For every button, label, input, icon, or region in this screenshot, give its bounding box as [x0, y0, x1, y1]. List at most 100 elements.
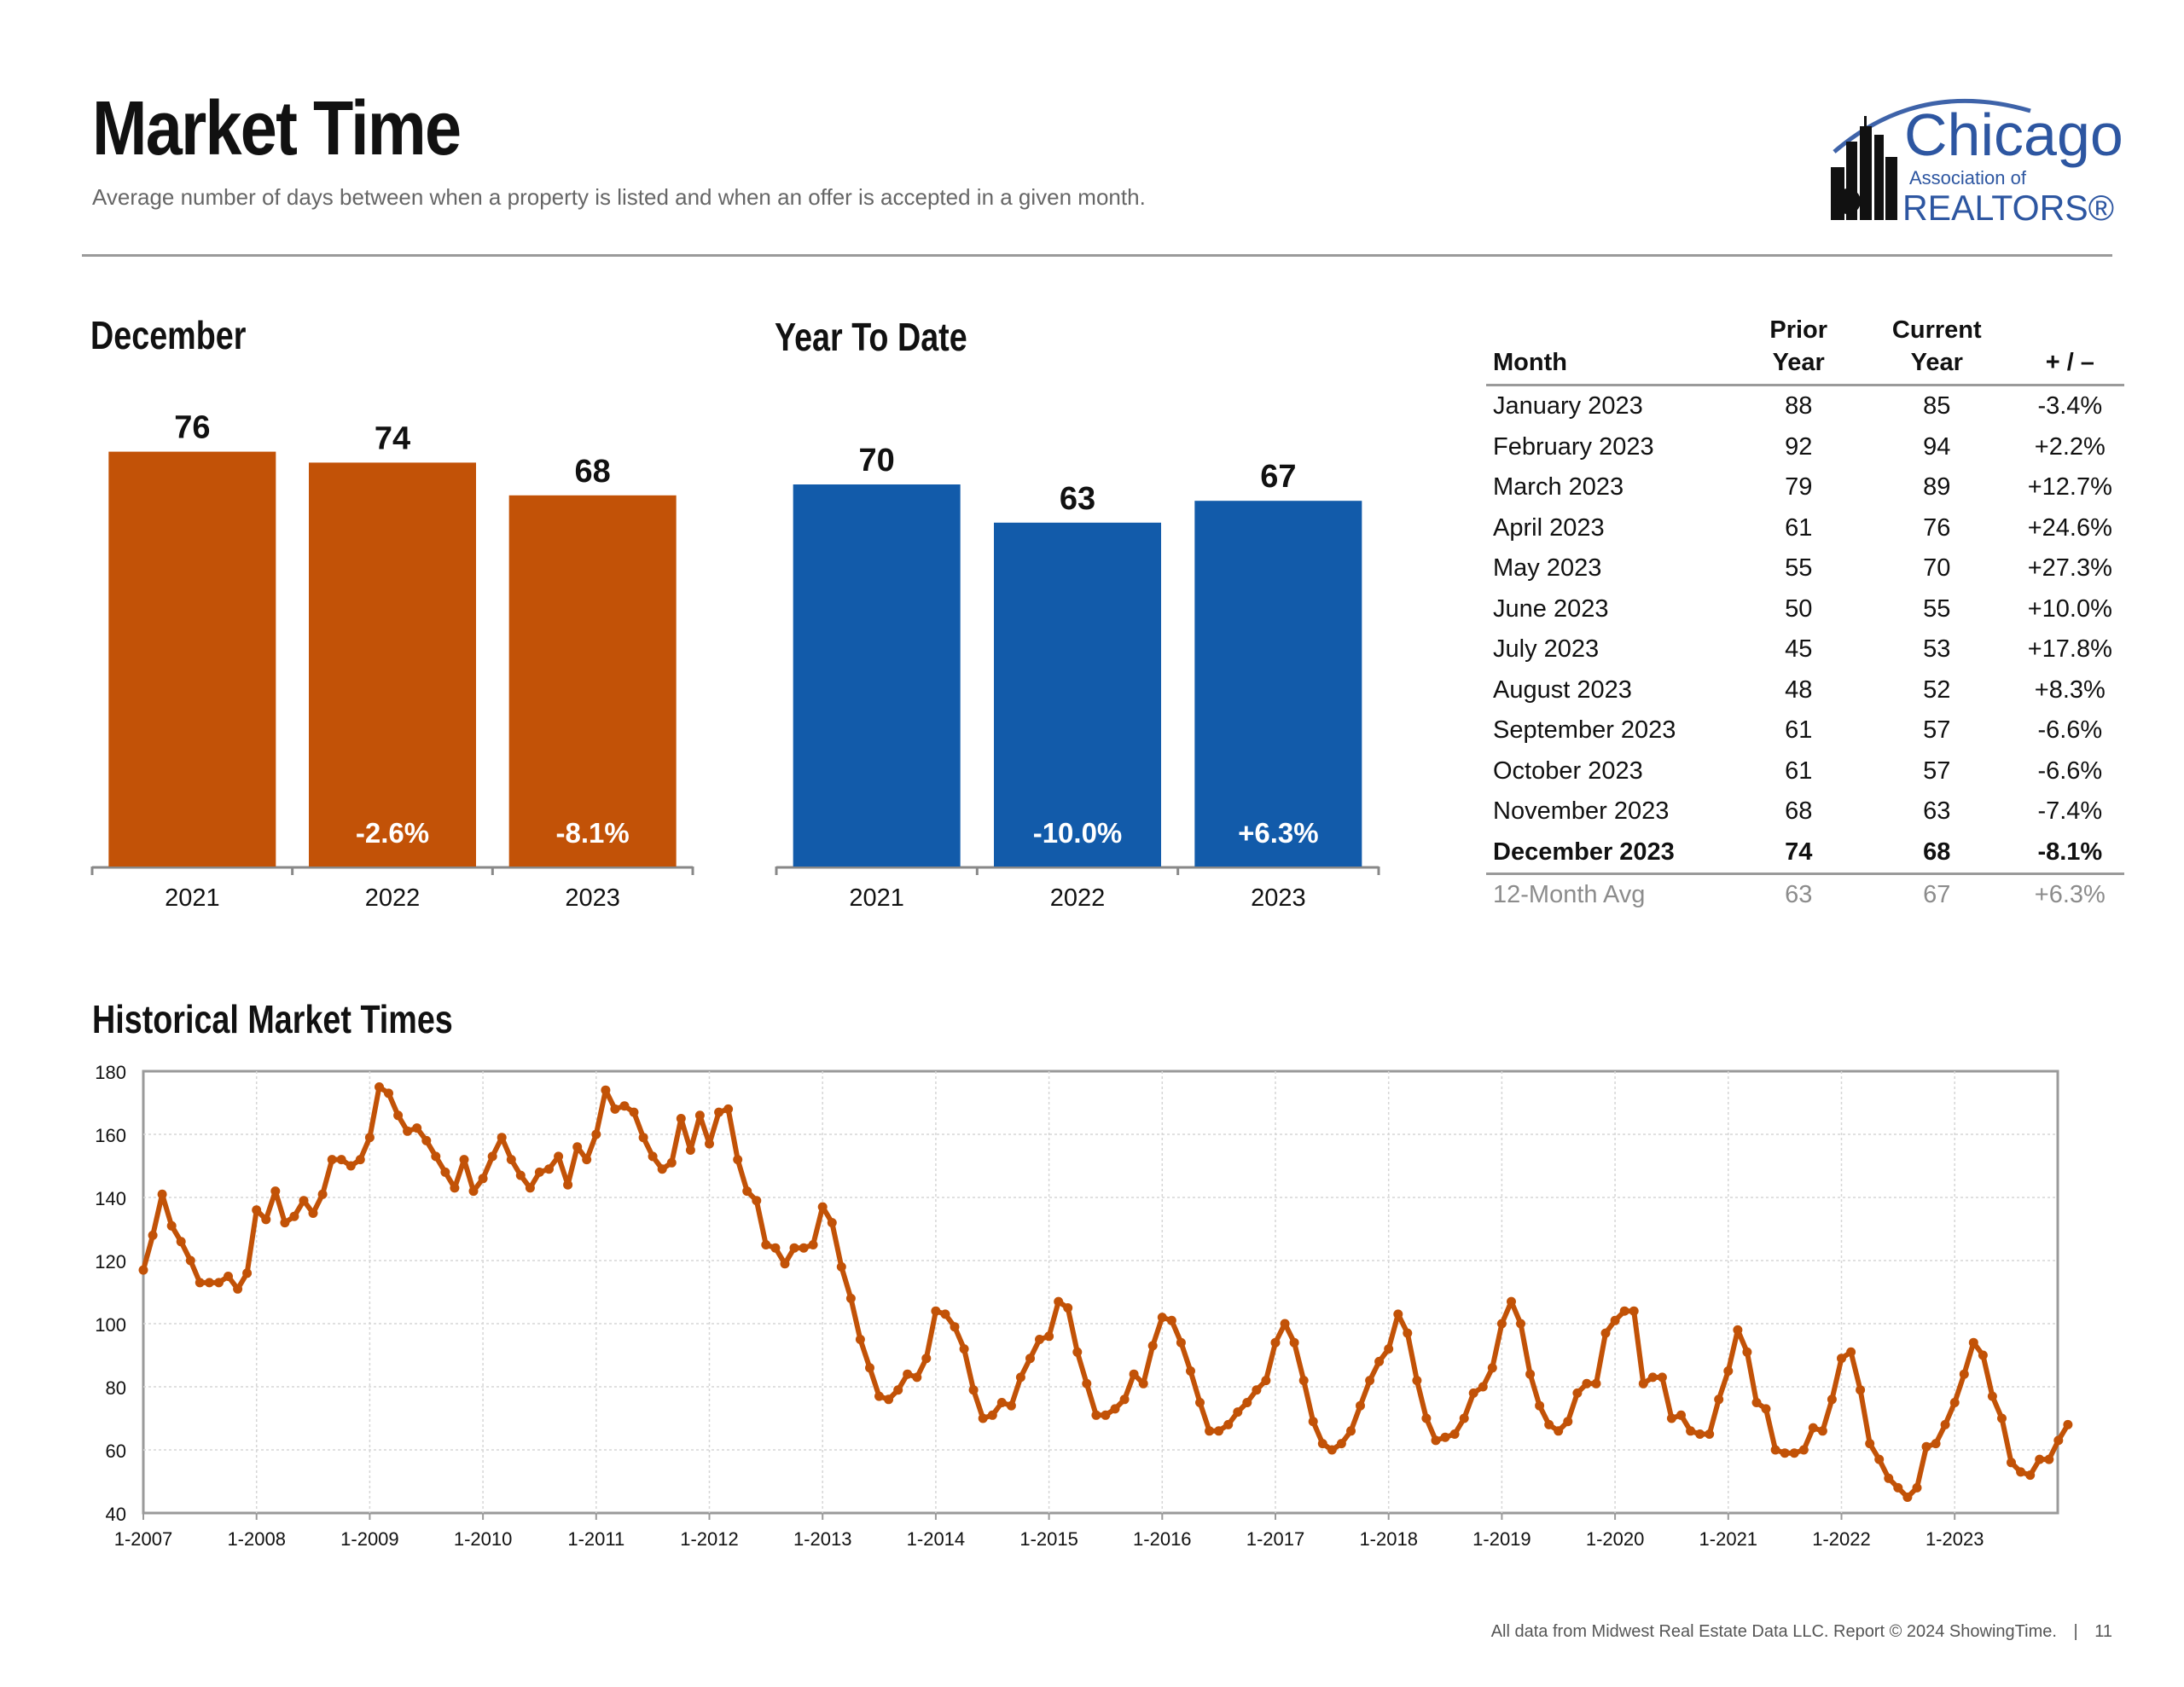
data-point — [336, 1155, 346, 1165]
data-point — [1837, 1354, 1846, 1364]
data-point — [1025, 1354, 1035, 1364]
data-point — [1138, 1378, 1148, 1388]
row-current: 57 — [1923, 757, 1951, 785]
data-point — [996, 1398, 1007, 1407]
ytd-bar-chart: 70 2021 63 -10.0% 2022 67 +6.3% 2023 — [775, 443, 1380, 912]
data-point — [808, 1240, 818, 1249]
row-month: November 2023 — [1493, 797, 1670, 826]
table-row: December 2023 74 68 -8.1% — [1486, 832, 2124, 874]
data-point — [1242, 1398, 1252, 1407]
data-point — [1374, 1356, 1385, 1366]
data-point — [1270, 1337, 1281, 1348]
data-point — [1959, 1369, 1969, 1379]
data-point — [280, 1218, 290, 1228]
table-row: May 2023 55 70 +27.3% — [1486, 548, 2124, 589]
row-month: July 2023 — [1493, 635, 1600, 664]
y-tick-label: 160 — [95, 1125, 126, 1146]
data-point — [1893, 1482, 1903, 1493]
row-change: +27.3% — [2027, 554, 2112, 583]
row-month: February 2023 — [1493, 432, 1654, 461]
data-point — [1742, 1347, 1752, 1357]
data-point — [1186, 1366, 1195, 1376]
data-point — [950, 1322, 960, 1332]
bar-change-label: -2.6% — [356, 817, 429, 849]
data-point — [893, 1385, 903, 1395]
table-row: August 2023 48 52 +8.3% — [1486, 670, 2124, 711]
row-current: 53 — [1923, 635, 1951, 664]
row-prior: 55 — [1785, 554, 1813, 583]
data-point — [1931, 1439, 1941, 1449]
data-point — [1015, 1372, 1025, 1383]
row-change: -3.4% — [2037, 392, 2103, 420]
row-prior: 68 — [1785, 797, 1813, 826]
data-point — [714, 1107, 724, 1117]
data-point — [2053, 1435, 2064, 1446]
x-tick-label: 1-2020 — [1586, 1528, 1645, 1550]
data-point — [2035, 1454, 2045, 1464]
table-row: February 2023 92 94 +2.2% — [1486, 427, 2124, 468]
x-tick-label: 1-2007 — [114, 1528, 173, 1550]
data-point — [1600, 1328, 1611, 1338]
data-point — [752, 1196, 762, 1206]
y-tick-label: 80 — [106, 1377, 126, 1399]
page-footer: All data from Midwest Real Estate Data L… — [1491, 1622, 2112, 1642]
data-point — [1487, 1363, 1497, 1373]
y-tick-label: 140 — [95, 1188, 126, 1209]
data-point — [1129, 1369, 1139, 1379]
data-point — [1412, 1376, 1422, 1386]
table-row: October 2023 61 57 -6.6% — [1486, 751, 2124, 792]
data-point — [827, 1218, 837, 1228]
bar — [994, 522, 1161, 867]
data-point — [1336, 1439, 1346, 1449]
data-point — [2025, 1470, 2036, 1481]
row-current: 85 — [1923, 392, 1951, 420]
data-point — [1525, 1369, 1536, 1379]
page-title: Market Time — [92, 86, 462, 171]
data-point — [733, 1155, 743, 1165]
data-point — [601, 1085, 611, 1095]
row-change: +8.3% — [2034, 675, 2106, 704]
bar — [108, 451, 276, 867]
table-footer-row: 12-Month Avg 63 67 +6.3% — [1486, 874, 2124, 916]
bar — [793, 484, 961, 867]
bar-value-label: 63 — [1060, 481, 1095, 517]
row-current: 89 — [1923, 473, 1951, 501]
bar — [508, 495, 677, 867]
data-point — [1723, 1366, 1734, 1376]
data-point — [355, 1155, 365, 1165]
data-point — [138, 1265, 148, 1275]
data-point — [1110, 1404, 1120, 1414]
data-point — [242, 1268, 253, 1278]
row-current: 57 — [1923, 716, 1951, 745]
data-point — [506, 1155, 516, 1165]
row-current: 76 — [1923, 513, 1951, 542]
data-point — [1403, 1328, 1413, 1338]
data-point — [534, 1167, 544, 1177]
data-point — [1968, 1337, 1978, 1348]
table-header-row: Month Prior Year Current Year + / – — [1486, 314, 2124, 386]
bar-change-label: +6.3% — [1238, 817, 1319, 849]
data-point — [261, 1215, 271, 1225]
data-point — [1591, 1378, 1601, 1388]
data-point — [450, 1183, 460, 1193]
bar — [1194, 501, 1362, 867]
data-point — [1535, 1400, 1545, 1411]
row-prior: 74 — [1785, 838, 1813, 866]
footer-source: All data from Midwest Real Estate Data L… — [1490, 1622, 2057, 1641]
data-point — [1440, 1432, 1450, 1442]
data-point — [648, 1151, 658, 1162]
data-point — [1610, 1315, 1620, 1325]
data-point — [968, 1385, 979, 1395]
logo-line3: REALTORS® — [1902, 188, 2114, 228]
data-point — [1563, 1417, 1573, 1427]
data-point — [1619, 1306, 1629, 1316]
data-point — [685, 1145, 695, 1155]
data-point — [855, 1335, 865, 1344]
data-point — [1459, 1413, 1469, 1423]
data-point — [1431, 1435, 1441, 1446]
data-point — [1997, 1413, 2007, 1423]
row-current: 52 — [1923, 675, 1951, 704]
data-point — [1119, 1394, 1130, 1405]
row-current: 68 — [1923, 838, 1951, 866]
x-tick-label: 1-2010 — [454, 1528, 513, 1550]
